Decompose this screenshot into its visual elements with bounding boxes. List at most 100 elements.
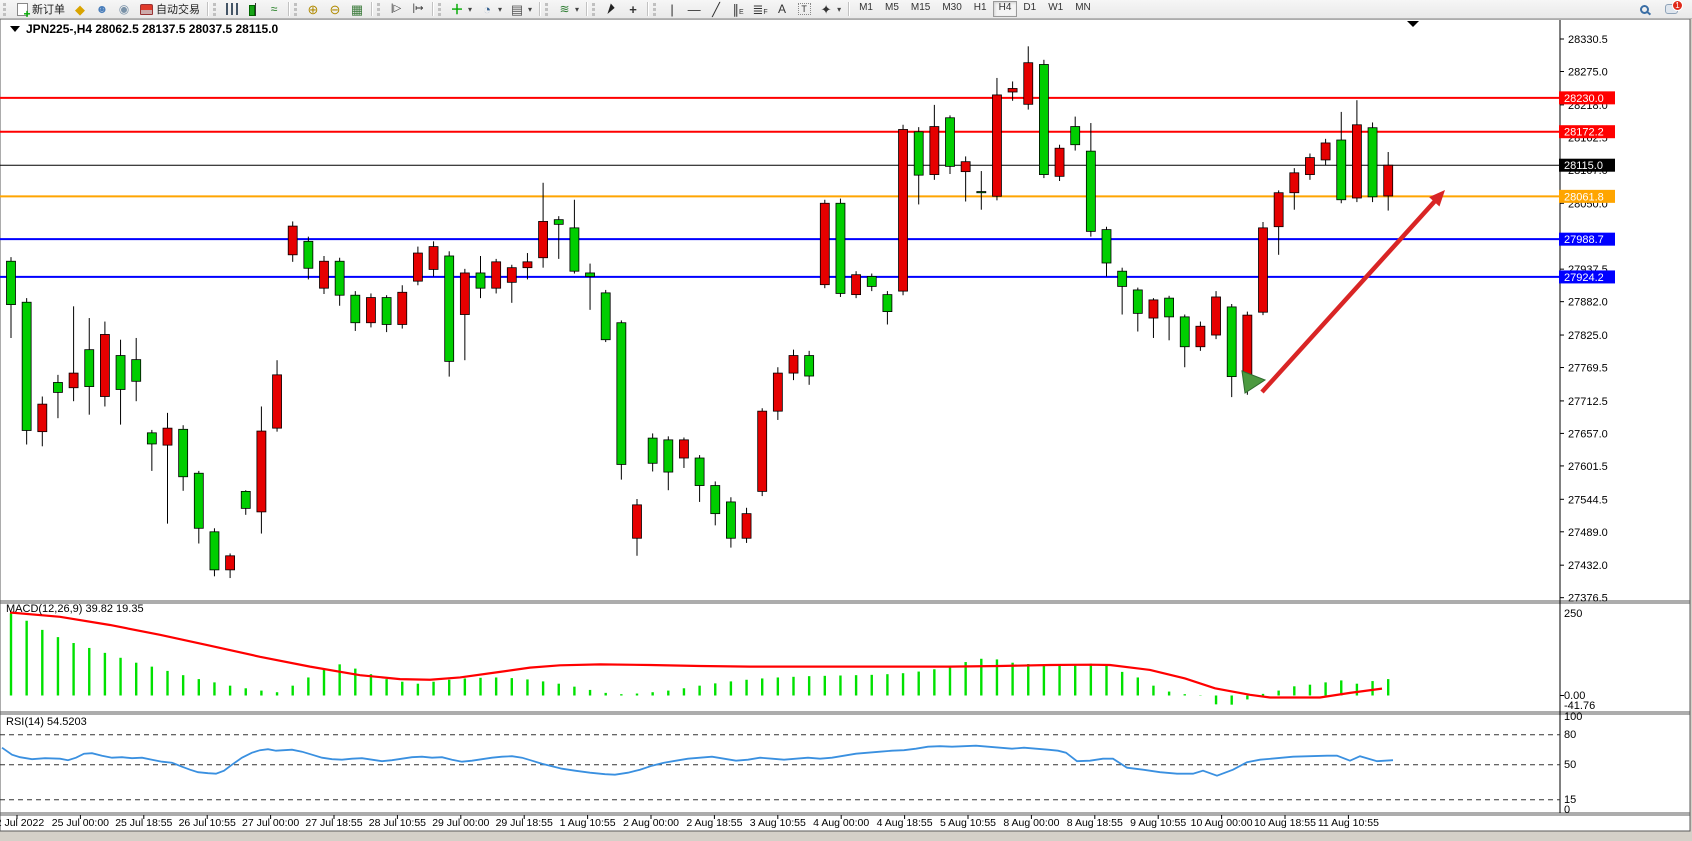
price-tick-label: 27432.0: [1568, 560, 1608, 572]
signals-icon[interactable]: ◉: [113, 1, 135, 18]
indicators-icon[interactable]: ≋ ▾: [553, 1, 583, 18]
crosshair-icon[interactable]: +: [622, 1, 644, 18]
time-tick-label: 29 Jul 00:00: [432, 817, 489, 829]
dip-marker-triangle[interactable]: [1241, 370, 1267, 394]
candle-body: [272, 374, 282, 429]
candle-body: [851, 274, 861, 296]
candle-body: [1007, 88, 1018, 93]
time-tick-label: 8 Aug 18:55: [1067, 817, 1123, 829]
price-level-badge-label: 28230.0: [1564, 93, 1604, 105]
candle-body: [694, 457, 705, 486]
profile-icon: ☻: [95, 2, 109, 16]
profile-icon[interactable]: ☻: [91, 1, 113, 18]
chevron-down-icon[interactable]: ▾: [575, 4, 580, 14]
candle-body: [788, 355, 799, 374]
candle-body: [131, 359, 142, 382]
new-order-button[interactable]: 新订单: [11, 1, 69, 20]
candle-body: [1383, 164, 1394, 197]
trend-arrow-line[interactable]: [1260, 195, 1440, 394]
candle-body: [225, 555, 236, 571]
candlestick-chart-icon[interactable]: [243, 1, 263, 18]
candle-body: [772, 372, 783, 412]
toolbar-separator: [432, 2, 434, 16]
candle-body: [585, 272, 595, 277]
candle-body: [1352, 124, 1362, 199]
auto-scroll-icon[interactable]: |▷: [385, 1, 407, 18]
chart-shift-marker-icon[interactable]: [1407, 21, 1419, 27]
candle-body: [1117, 270, 1128, 287]
candle-body: [1195, 325, 1206, 348]
candlestick-chart-canvas[interactable]: 28330.528275.028218.028162.528107.028050…: [0, 19, 1692, 841]
chevron-down-icon[interactable]: ▾: [528, 4, 533, 14]
timeframe-h1-button[interactable]: H1: [973, 2, 987, 13]
candle-body: [945, 117, 955, 167]
timeframe-m30-button[interactable]: M30: [942, 2, 962, 13]
candle-body: [1179, 316, 1190, 348]
periodicity-icon[interactable]: ◔ ▾: [476, 1, 506, 18]
zoom-out-icon[interactable]: ⊖: [324, 1, 346, 18]
notifications-icon[interactable]: 1: [1661, 0, 1683, 18]
time-tick-label: 9 Aug 10:55: [1130, 817, 1186, 829]
candle-body: [475, 272, 486, 289]
rsi-line: [1, 744, 1394, 777]
cursor-icon[interactable]: [600, 1, 622, 18]
chevron-down-icon[interactable]: ▾: [468, 4, 473, 14]
autotrading-button[interactable]: 自动交易: [135, 1, 204, 18]
new-order-button-label: 新订单: [32, 4, 65, 16]
candle-body: [1070, 126, 1081, 146]
price-level-badge-label: 28115.0: [1564, 160, 1603, 172]
timeframe-m15-button[interactable]: M15: [910, 2, 931, 13]
price-tick-label: 27601.5: [1568, 461, 1608, 473]
timeframe-m5-button[interactable]: M5: [884, 2, 899, 13]
chart-background[interactable]: [0, 19, 1691, 832]
zoom-in-icon[interactable]: ⊕: [302, 1, 324, 18]
timeframe-w1-button[interactable]: W1: [1048, 2, 1064, 13]
candle-body: [1164, 297, 1174, 318]
timeframe-h4-button[interactable]: H4: [992, 1, 1018, 17]
bar-chart-icon[interactable]: [221, 1, 243, 18]
new-chart-icon[interactable]: ＋ ▾: [446, 1, 476, 18]
chart-shift-icon: |↦: [412, 3, 424, 14]
candle-body: [632, 504, 642, 539]
time-tick-label: 4 Aug 00:00: [813, 817, 869, 829]
zoom-in-icon: ⊕: [307, 1, 319, 17]
chat-community-icon[interactable]: ◆: [69, 1, 91, 18]
candle-body: [68, 372, 79, 389]
arrows-tool-icon[interactable]: ✦ ▾: [815, 1, 845, 18]
templates-icon[interactable]: ▤ ▾: [506, 1, 536, 18]
chart-shift-icon[interactable]: |↦: [407, 1, 429, 18]
candle-body: [53, 382, 63, 393]
candle-body: [287, 225, 298, 256]
equidistant-channel-icon[interactable]: ∥ E: [727, 1, 749, 18]
candle-body: [428, 246, 439, 270]
tile-windows-icon[interactable]: ▦: [346, 1, 368, 18]
trendline-icon[interactable]: ╱: [705, 1, 727, 18]
toolbar-separator: [288, 2, 290, 16]
price-level-badge: [1559, 91, 1615, 105]
fibonacci-icon[interactable]: ≣ F: [749, 1, 771, 18]
candle-body: [976, 191, 987, 194]
price-level-badge: [1559, 125, 1615, 139]
line-chart-icon[interactable]: ≈: [263, 1, 285, 18]
text-icon[interactable]: A: [771, 1, 793, 18]
timeframe-m1-button[interactable]: M1: [859, 2, 873, 13]
text-label-icon[interactable]: T: [793, 1, 815, 18]
timeframe-mn-button[interactable]: MN: [1075, 2, 1091, 13]
candle-body: [240, 490, 251, 509]
search-icon[interactable]: [1636, 1, 1653, 18]
main-toolbar: 新订单 ◆ ☻ ◉自动交易 ≈ ⊕ ⊖▦ |▷ |↦ ＋▾◔▾▤▾ ≋▾ + |—╱∥E≣FAT✦▾ M1…: [0, 0, 1692, 20]
horizontal-line-icon[interactable]: —: [683, 1, 705, 18]
vertical-line-icon[interactable]: |: [661, 1, 683, 18]
chart-menu-triangle-icon[interactable]: [10, 26, 20, 32]
price-level-badge: [1559, 270, 1615, 284]
timeframe-d1-button[interactable]: D1: [1023, 2, 1037, 13]
rsi-axis-label: 100: [1564, 711, 1582, 723]
macd-axis-label: 0.00: [1564, 690, 1585, 702]
candle-body: [1336, 139, 1347, 201]
candle-body: [193, 472, 204, 529]
chevron-down-icon[interactable]: ▾: [498, 4, 503, 14]
candle-body: [804, 355, 815, 377]
chevron-down-icon[interactable]: ▾: [837, 4, 842, 14]
chart-window[interactable]: 28330.528275.028218.028162.528107.028050…: [0, 19, 1692, 841]
tile-windows-icon: ▦: [350, 1, 364, 17]
